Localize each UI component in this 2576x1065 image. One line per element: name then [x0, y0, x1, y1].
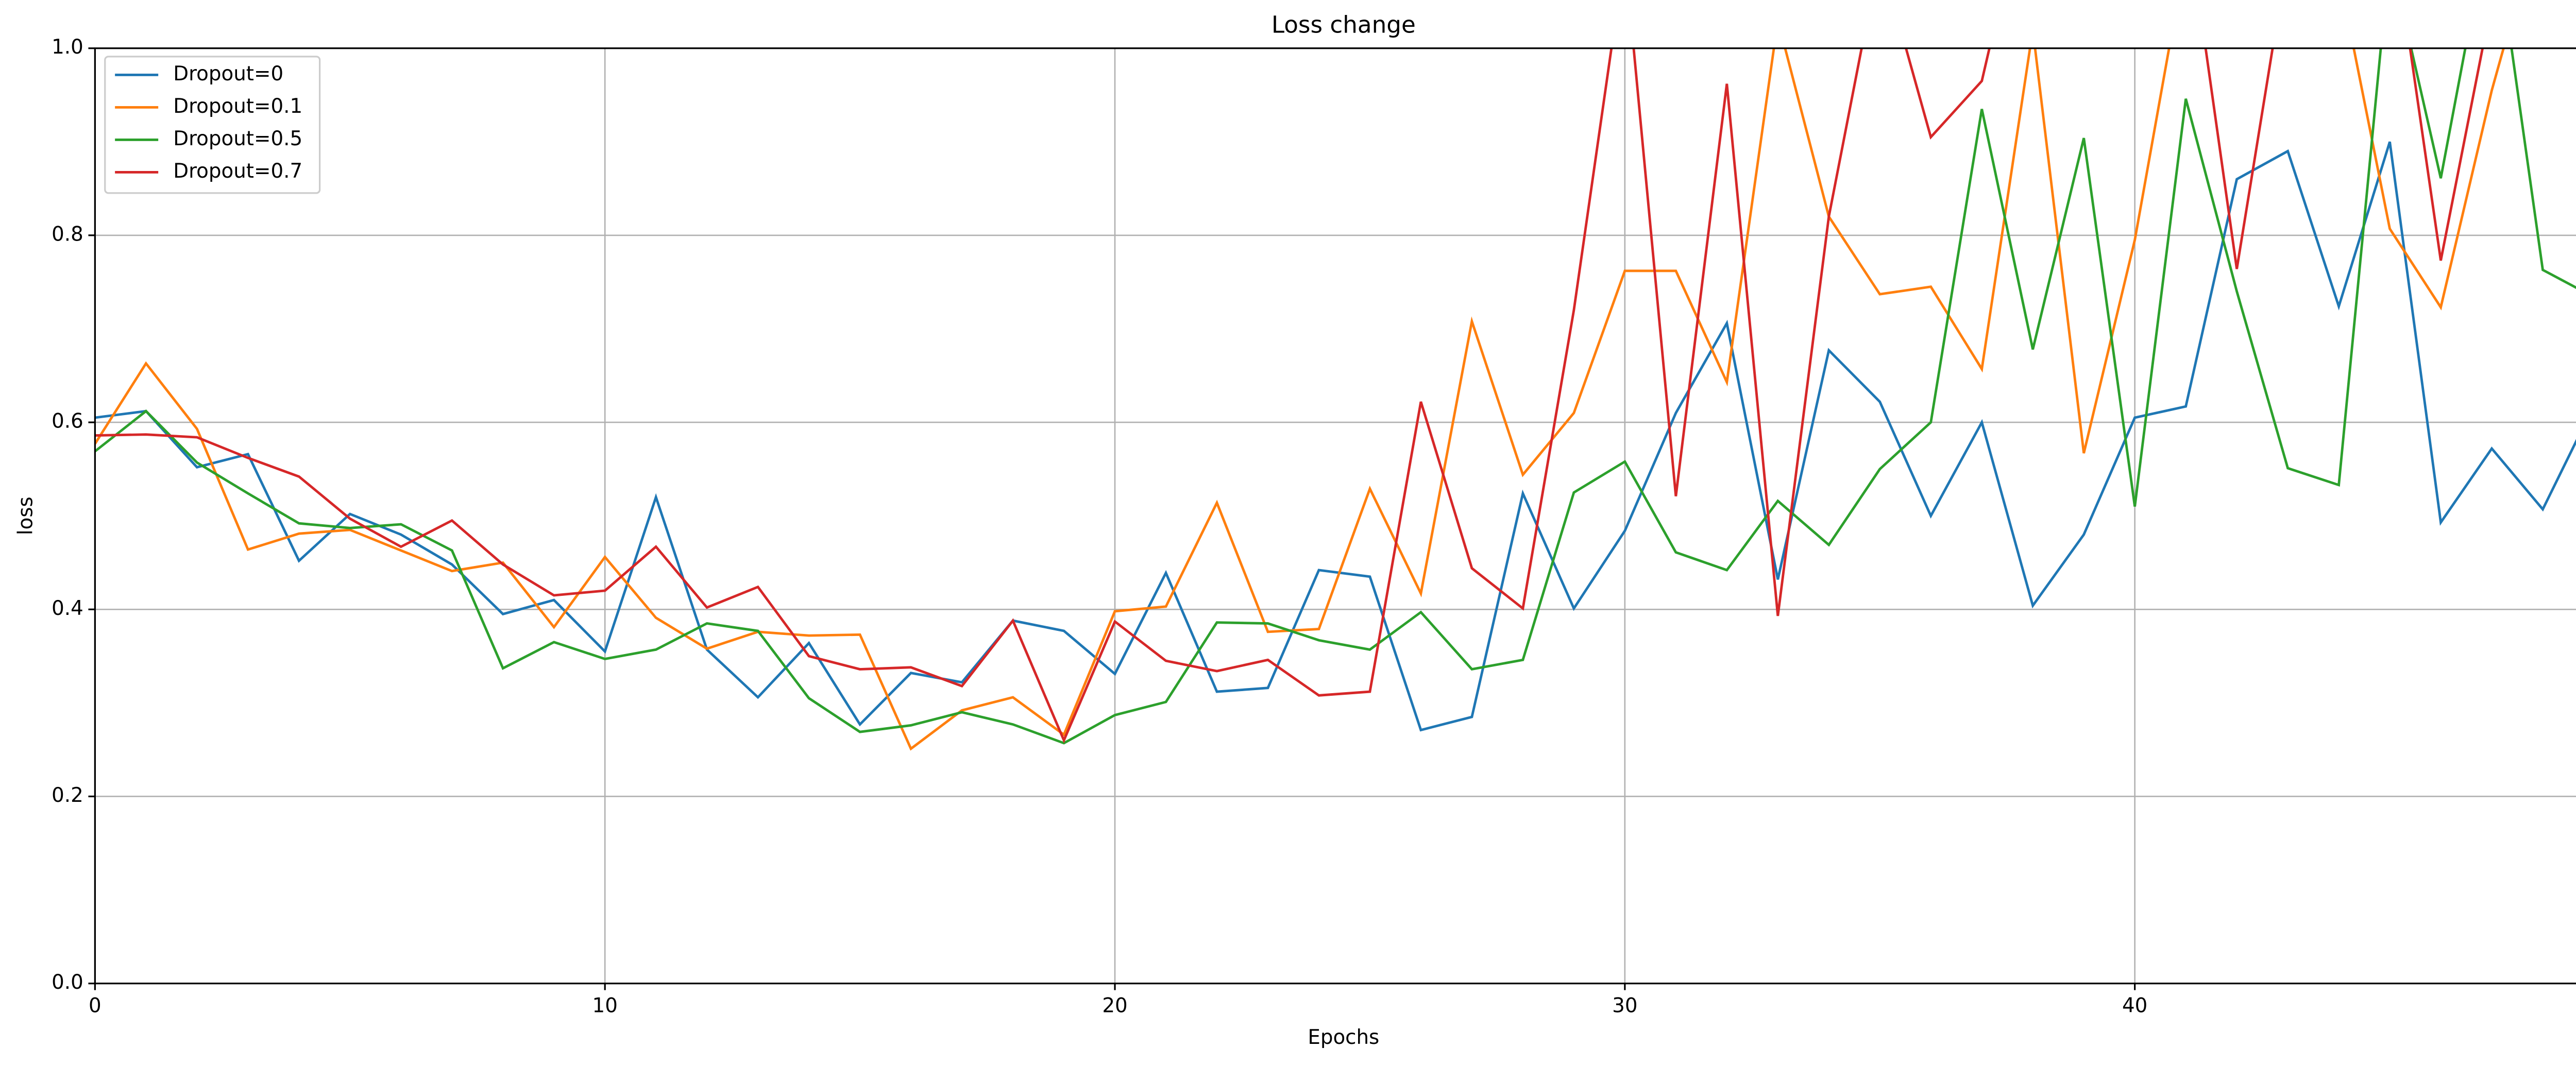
- chart-title: Loss change: [1272, 11, 1416, 39]
- y-tick-label: 0.0: [52, 971, 83, 994]
- axes: 0 10 20 30 40 0.0 0.2 0.4 0.6 0.8 1.0: [52, 36, 2147, 1017]
- plot-lines: [95, 48, 2576, 751]
- x-tick-label: 0: [89, 994, 101, 1017]
- series-line: [95, 48, 2505, 751]
- y-tick-label: 0.4: [52, 597, 83, 620]
- series-line: [95, 48, 2484, 744]
- series-line: [95, 141, 2576, 732]
- legend-box: [104, 56, 321, 194]
- x-tick-label: 10: [592, 994, 618, 1017]
- y-tick-label: 1.0: [52, 36, 83, 59]
- y-tick-label: 0.8: [52, 222, 83, 246]
- y-axis-label: loss: [14, 496, 37, 535]
- plot-frame: [94, 47, 2576, 985]
- y-tick-label: 0.6: [52, 410, 83, 433]
- legend-label: Dropout=0: [173, 62, 283, 85]
- legend-label: Dropout=0.1: [173, 95, 302, 118]
- series-line: [95, 48, 2576, 745]
- x-tick-label: 40: [2122, 994, 2147, 1017]
- legend-label: Dropout=0.7: [173, 160, 302, 183]
- x-axis-label: Epochs: [1308, 1026, 1379, 1049]
- x-tick-label: 20: [1102, 994, 1127, 1017]
- y-tick-label: 0.2: [52, 784, 83, 807]
- x-tick-label: 30: [1612, 994, 1637, 1017]
- legend-label: Dropout=0.5: [173, 127, 302, 150]
- legend: Dropout=0 Dropout=0.1 Dropout=0.5 Dropout=0…: [104, 56, 321, 194]
